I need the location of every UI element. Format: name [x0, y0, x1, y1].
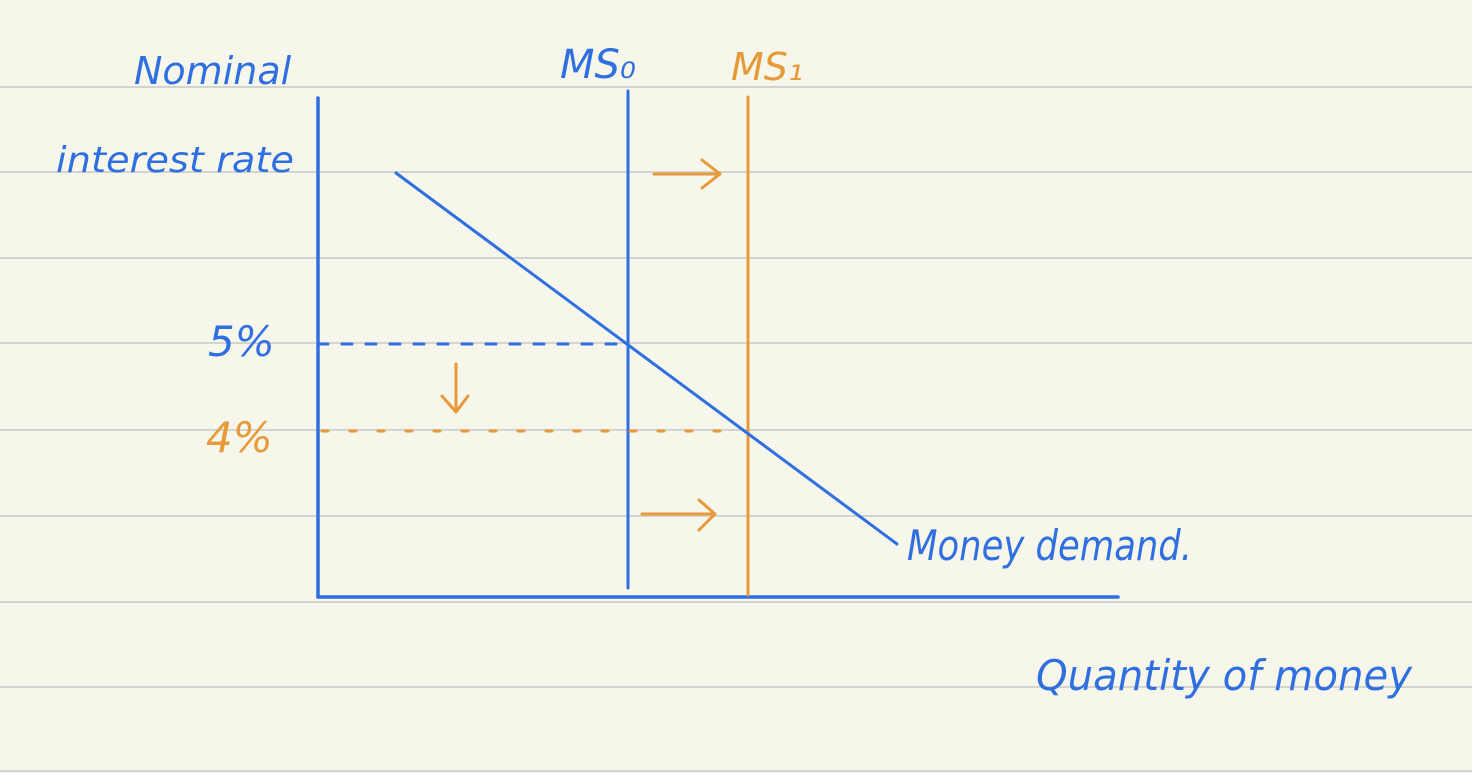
- rate-5-label: 5%: [208, 317, 275, 366]
- ms0-label: MS₀: [560, 42, 636, 88]
- y-axis-label-line2: interest rate: [56, 140, 294, 181]
- rate-4-label: 4%: [206, 413, 273, 462]
- ruled-lines: [0, 86, 1472, 772]
- money-demand-curve: [394, 171, 899, 546]
- right-arrow-icon: [640, 498, 717, 532]
- money-demand-label: Money demand.: [907, 521, 1192, 570]
- right-arrow-icon: [652, 158, 722, 190]
- x-axis-label: Quantity of money: [1036, 651, 1413, 700]
- ms1-label: MS₁: [731, 45, 803, 89]
- y-axis-label-line1: Nominal: [134, 49, 292, 93]
- down-arrow-icon: [440, 362, 470, 414]
